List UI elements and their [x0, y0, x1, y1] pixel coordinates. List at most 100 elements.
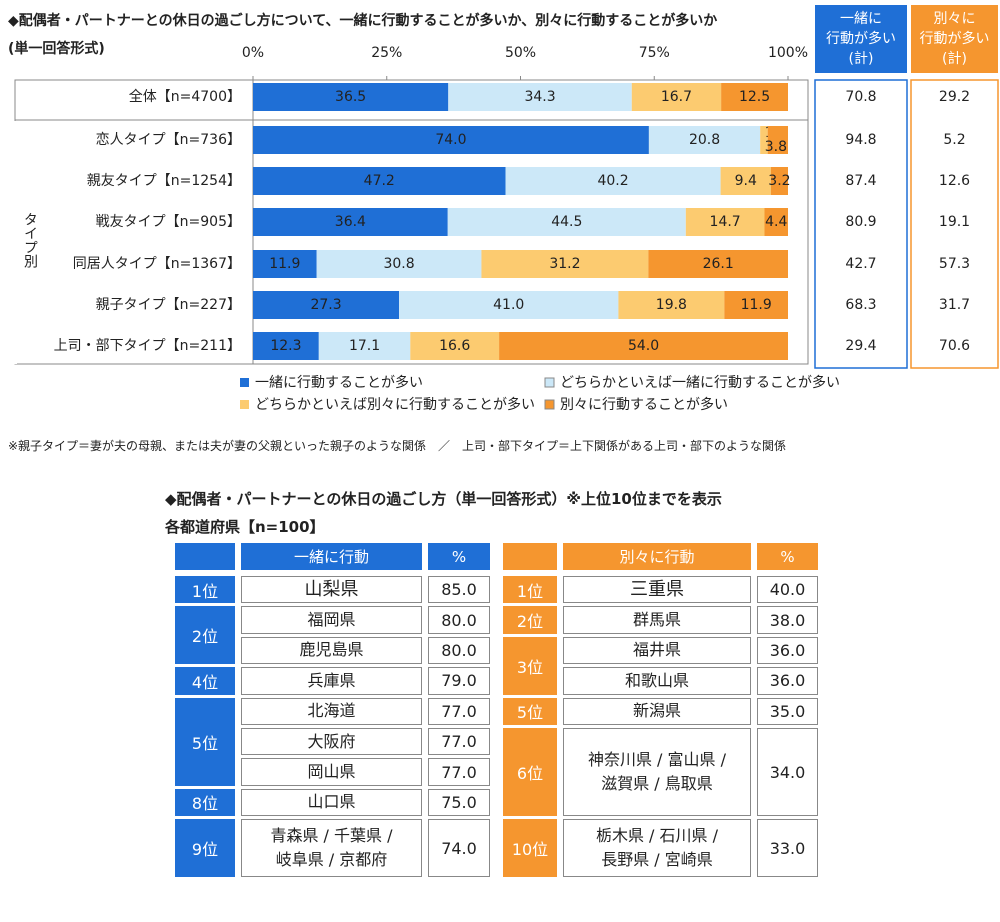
- rank-cell: 1位: [503, 576, 557, 604]
- total-value: 31.7: [939, 297, 970, 313]
- legend-label: 一緒に行動することが多い: [255, 374, 423, 391]
- bar-segment: [648, 126, 761, 154]
- legend-label: 別々に行動することが多い: [560, 396, 728, 413]
- bar-segment: [481, 250, 649, 278]
- prefecture-cell: 大阪府: [241, 728, 422, 756]
- bar-segment: [410, 332, 500, 360]
- total-value: 80.9: [845, 214, 876, 230]
- prefecture-cell: 北海道: [241, 697, 422, 725]
- rank-cell: 1位: [175, 576, 235, 604]
- y-tick-label: 恋人タイプ【n=736】: [96, 131, 241, 148]
- data-label: 74.0: [435, 132, 466, 148]
- rank-cell: 4位: [175, 667, 235, 695]
- data-label: 36.4: [335, 214, 366, 230]
- legend-label: どちらかといえば別々に行動することが多い: [255, 396, 535, 413]
- prefecture-cell: 青森県 / 千葉県 / 岐阜県 / 京都府: [241, 819, 422, 877]
- total-value: 94.8: [845, 132, 876, 148]
- totals-frame: [814, 79, 908, 369]
- bar-segment: [253, 332, 319, 360]
- data-label: 3.8: [765, 139, 787, 155]
- rank-cell: 2位: [503, 606, 557, 634]
- table-header: 別々に行動: [563, 543, 751, 570]
- data-label: 34.3: [524, 89, 555, 105]
- bar-segment: [618, 291, 725, 319]
- data-label: 54.0: [628, 338, 659, 354]
- y-tick-label: 親友タイプ【n=1254】: [87, 173, 241, 189]
- data-label: 12.3: [270, 338, 301, 354]
- y-tick-label: 全体【n=4700】: [129, 88, 241, 105]
- bar-segment: [316, 250, 482, 278]
- percent-cell: 34.0: [757, 728, 818, 817]
- x-tick-label: 100%: [768, 45, 808, 61]
- rank-cell: 9位: [175, 819, 235, 877]
- prefecture-cell: 三重県: [563, 576, 751, 604]
- chart-title: ◆配偶者・パートナーとの休日の過ごし方について、一緒に行動することが多いか、別々…: [8, 13, 718, 29]
- rank-cell: 10位: [503, 819, 557, 877]
- percent-cell: 36.0: [757, 636, 818, 665]
- legend-swatch: [544, 399, 555, 410]
- bar-segment: [648, 250, 788, 278]
- x-tick-label: 75%: [639, 45, 670, 61]
- legend-swatch: [240, 378, 249, 387]
- bar-segment: [631, 83, 722, 111]
- bar-segment: [253, 291, 400, 319]
- legend-swatch: [544, 377, 555, 388]
- percent-cell: 75.0: [428, 788, 490, 817]
- percent-cell: 40.0: [757, 576, 818, 604]
- percent-cell: 80.0: [428, 606, 490, 634]
- table-header: 一緒に行動: [241, 543, 422, 570]
- prefecture-cell: 岡山県: [241, 758, 422, 786]
- data-label: 17.1: [349, 338, 380, 354]
- frame-mask: [14, 121, 17, 364]
- bar-segment: [767, 126, 788, 154]
- bar-segment: [720, 167, 771, 195]
- total-value: 70.8: [845, 89, 876, 105]
- bar-segment: [505, 167, 721, 195]
- data-label: 14.7: [710, 214, 741, 230]
- percent-cell: 80.0: [428, 636, 490, 665]
- bar-segment: [721, 83, 788, 111]
- prefecture-cell: 栃木県 / 石川県 / 長野県 / 宮崎県: [563, 819, 751, 877]
- prefecture-cell: 山梨県: [241, 576, 422, 604]
- legend-swatch: [240, 400, 249, 409]
- data-label: 47.2: [364, 173, 395, 189]
- bar-segment: [447, 208, 686, 236]
- data-label: 4.4: [765, 214, 787, 230]
- data-label: 40.2: [597, 173, 628, 189]
- percent-cell: 79.0: [428, 667, 490, 695]
- legend-label: どちらかといえば一緒に行動することが多い: [560, 374, 840, 391]
- percent-cell: 35.0: [757, 697, 818, 725]
- bar-segment: [399, 291, 619, 319]
- rank-cell: 5位: [503, 697, 557, 725]
- rank-cell: 2位: [175, 606, 235, 665]
- prefecture-cell: 鹿児島県: [241, 636, 422, 665]
- bar-segment: [685, 208, 765, 236]
- data-label: 41.0: [493, 297, 524, 313]
- percent-cell: 77.0: [428, 728, 490, 756]
- data-label: 30.8: [383, 256, 414, 272]
- data-label: 11.9: [741, 297, 772, 313]
- bar-segment: [253, 250, 317, 278]
- percent-cell: 74.0: [428, 819, 490, 877]
- data-label: 11.9: [269, 256, 300, 272]
- data-label: 16.7: [661, 89, 692, 105]
- total-value: 12.6: [939, 173, 970, 189]
- ranking-title: ◆配偶者・パートナーとの休日の過ごし方（単一回答形式）※上位10位までを表示: [165, 490, 722, 508]
- y-tick-label: 上司・部下タイプ【n=211】: [54, 338, 241, 354]
- chart: 0% 25% 50% 75% 100% 全体【n=4700】恋人タイプ【n=736】親友タ…: [14, 45, 999, 413]
- data-label: 26.1: [703, 256, 734, 272]
- percent-cell: 85.0: [428, 576, 490, 604]
- y-tick-label: 戦友タイプ【n=905】: [96, 214, 241, 230]
- prefecture-cell: 福岡県: [241, 606, 422, 634]
- total-value: 68.3: [845, 297, 876, 313]
- total-value: 57.3: [939, 256, 970, 272]
- rank-cell: 5位: [175, 697, 235, 786]
- table-header: [175, 543, 235, 570]
- y-tick-label: 親子タイプ【n=227】: [96, 297, 241, 313]
- bar-segment: [253, 208, 448, 236]
- rank-cell: 6位: [503, 728, 557, 817]
- data-label: 16.6: [439, 338, 470, 354]
- bar-segment: [764, 208, 788, 236]
- x-tick-label: 0%: [242, 45, 264, 61]
